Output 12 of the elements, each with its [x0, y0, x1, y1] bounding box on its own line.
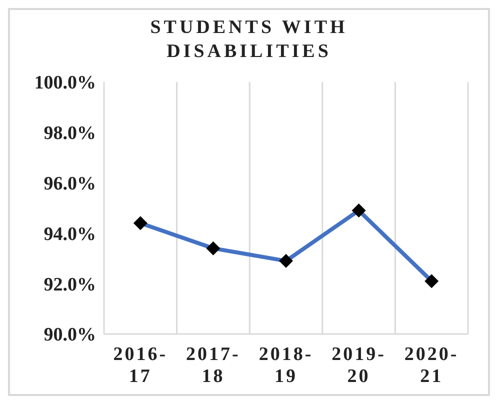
y-tick-label: 98.0% [44, 123, 96, 144]
y-tick-label: 90.0% [44, 324, 96, 346]
x-tick-label: 2020-21 [404, 344, 459, 387]
y-tick-label: 96.0% [44, 174, 96, 195]
y-tick-label: 100.0% [34, 72, 96, 94]
x-tick-label: 2018-19 [258, 344, 314, 387]
x-tick-label: 2017-18 [186, 344, 240, 387]
y-tick-label: 92.0% [44, 274, 96, 296]
x-tick-label: 2016-17 [113, 344, 168, 387]
y-tick-label: 94.0% [44, 224, 96, 245]
x-tick-label: 2019-20 [332, 344, 386, 387]
chart-title: STUDENTS WITH DISABILITIES [149, 16, 349, 64]
